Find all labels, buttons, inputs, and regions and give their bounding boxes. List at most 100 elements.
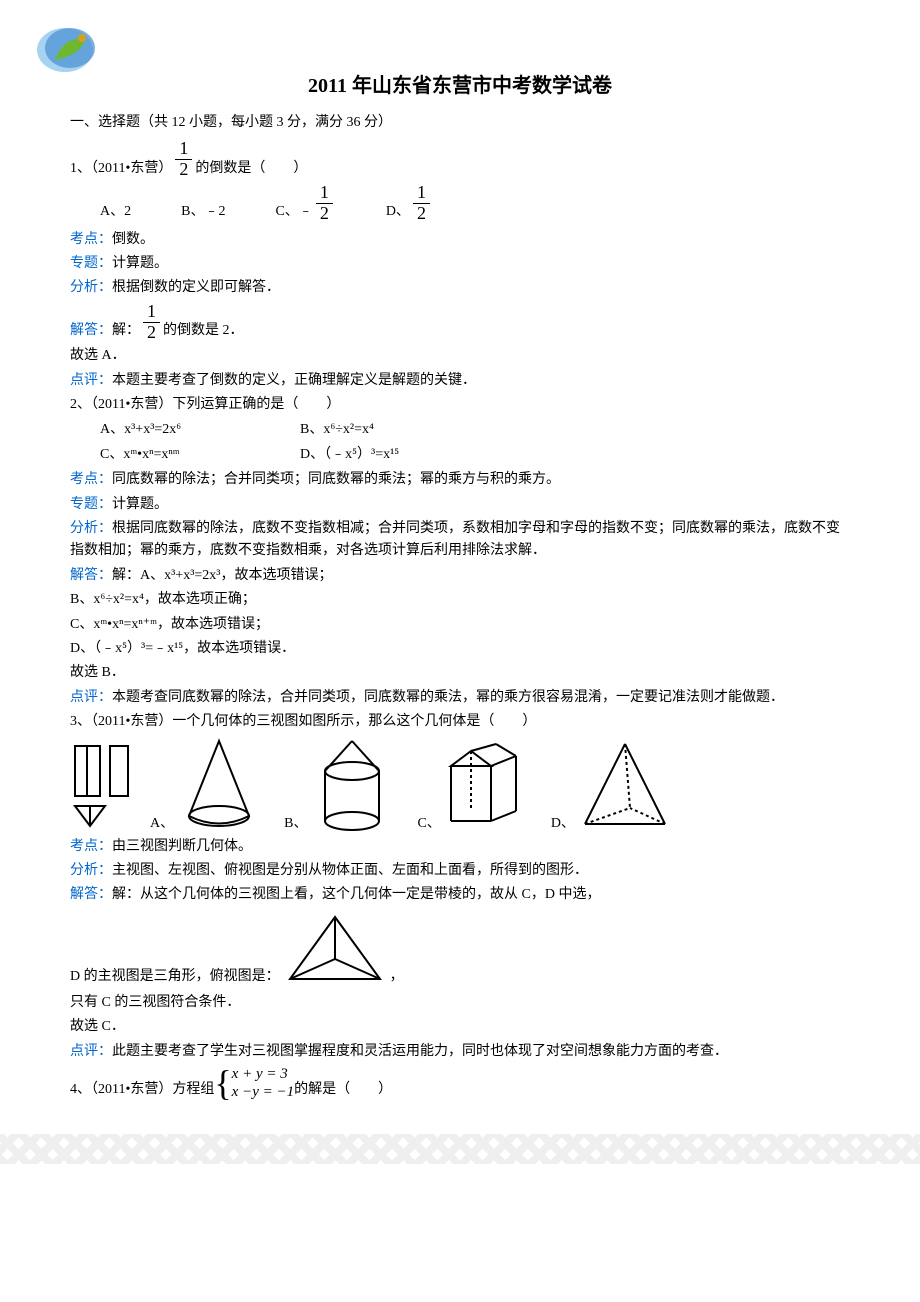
q4-prefix: 4、（2011•东营）方程组	[70, 1079, 214, 1101]
q3-kaodian: 考点：由三视图判断几何体。	[70, 836, 850, 858]
q3-options-row: A、 B、 C、	[70, 736, 850, 836]
option-b: B、x⁶÷x²=x⁴	[300, 419, 500, 441]
fraction-numerator: 1	[175, 139, 192, 160]
option-a-block: A、	[150, 736, 264, 836]
fenxi-text: 主视图、左视图、俯视图是分别从物体正面、左面和上面看，所得到的图形．	[112, 863, 588, 878]
equation-system: { x + y = 3 x −y = −1	[214, 1065, 294, 1101]
kaodian-label: 考点：	[70, 232, 112, 247]
q2-dianping: 点评：本题考查同底数幂的除法，合并同类项，同底数幂的乘法，幂的乘方很容易混淆，一…	[70, 687, 850, 709]
q1-fenxi: 分析：根据倒数的定义即可解答．	[70, 277, 850, 299]
fraction: 1 2	[143, 302, 160, 343]
dianping-label: 点评：	[70, 690, 112, 705]
jieda-after: 的倒数是 2．	[163, 320, 244, 342]
option-d-label: D、	[551, 813, 575, 835]
q1-options: A、2 B、﹣2 C、﹣ 1 2 D、 1 2	[100, 183, 850, 224]
zhuanti-label: 专题：	[70, 497, 112, 512]
kaodian-text: 倒数。	[112, 232, 154, 247]
fraction-numerator: 1	[316, 183, 333, 204]
q2-zhuanti: 专题：计算题。	[70, 494, 850, 516]
option-d: D、（﹣x⁵）³=x¹⁵	[300, 444, 500, 466]
q1-zhuanti: 专题：计算题。	[70, 253, 850, 275]
zhuanti-label: 专题：	[70, 256, 112, 271]
fraction-denominator: 2	[175, 160, 192, 180]
option-b: B、﹣2	[181, 201, 225, 223]
jieda-label: 解答：	[70, 320, 112, 342]
fenxi-text: 根据倒数的定义即可解答．	[112, 280, 280, 295]
document-title: 2011 年山东省东营市中考数学试卷	[70, 70, 850, 102]
q1-prefix: 1、（2011•东营）	[70, 158, 172, 180]
option-c: C、﹣ 1 2	[275, 183, 335, 224]
option-c: C、xᵐ•xⁿ=xⁿᵐ	[100, 444, 300, 466]
fraction-denominator: 2	[143, 323, 160, 343]
fraction: 1 2	[413, 183, 430, 224]
q1-jieda: 解答： 解： 1 2 的倒数是 2．	[70, 302, 850, 343]
fraction: 1 2	[316, 183, 333, 224]
dianping-text: 此题主要考查了学生对三视图掌握程度和灵活运用能力，同时也体现了对空间想象能力方面…	[112, 1044, 728, 1059]
jieda-label: 解答：	[70, 568, 112, 583]
q1-after: 的倒数是（ ）	[195, 158, 307, 180]
q2-lineC: C、xᵐ•xⁿ=xⁿ⁺ᵐ，故本选项错误；	[70, 614, 850, 636]
footer-pattern	[0, 1134, 920, 1164]
cone-icon	[174, 736, 264, 836]
option-a: A、2	[100, 201, 131, 223]
q3-stem: 3、（2011•东营）一个几何体的三视图如图所示，那么这个几何体是（ ）	[70, 711, 850, 733]
option-c-block: C、	[417, 736, 530, 836]
q1-kaodian: 考点：倒数。	[70, 229, 850, 251]
fenxi-label: 分析：	[70, 521, 112, 536]
q3-lineC: 只有 C 的三视图符合条件．	[70, 992, 850, 1014]
section-header: 一、选择题（共 12 小题，每小题 3 分，满分 36 分）	[70, 112, 850, 134]
q3-lineD: D 的主视图是三角形，俯视图是： ，	[70, 909, 850, 989]
dianping-text: 本题考查同底数幂的除法，合并同类项，同底数幂的乘法，幂的乘方很容易混淆，一定要记…	[112, 690, 784, 705]
q2-lineB: B、x⁶÷x²=x⁴，故本选项正确；	[70, 589, 850, 611]
fenxi-text: 根据同底数幂的除法，底数不变指数相减；合并同类项，系数相加字母和字母的指数不变；…	[70, 521, 840, 558]
q3-lineD-after: ，	[390, 966, 404, 988]
system-equations: x + y = 3 x −y = −1	[232, 1065, 294, 1101]
q2-jieda: 解答：解：A、x³+x³=2x³，故本选项错误；	[70, 565, 850, 587]
fraction-denominator: 2	[413, 204, 430, 224]
q2-options: A、x³+x³=2x⁶ B、x⁶÷x²=x⁴ C、xᵐ•xⁿ=xⁿᵐ D、（﹣x…	[100, 419, 850, 467]
jieda-text: 解：A、x³+x³=2x³，故本选项错误；	[112, 568, 333, 583]
fraction-numerator: 1	[143, 302, 160, 323]
zhuanti-text: 计算题。	[112, 497, 168, 512]
option-b-label: B、	[284, 813, 307, 835]
option-b-block: B、	[284, 736, 397, 836]
q1-dianping: 点评：本题主要考查了倒数的定义，正确理解定义是解题的关键．	[70, 370, 850, 392]
jieda-prefix: 解：	[112, 320, 140, 342]
equation-2: x −y = −1	[232, 1083, 294, 1101]
q2-fenxi: 分析：根据同底数幂的除法，底数不变指数相减；合并同类项，系数相加字母和字母的指数…	[70, 518, 850, 563]
option-d-block: D、	[551, 736, 675, 836]
option-d: D、 1 2	[386, 183, 433, 224]
option-a: A、x³+x³=2x⁶	[100, 419, 300, 441]
q3-dianping: 点评：此题主要考查了学生对三视图掌握程度和灵活运用能力，同时也体现了对空间想象能…	[70, 1041, 850, 1063]
q4-stem: 4、（2011•东营）方程组 { x + y = 3 x −y = −1 的解是…	[70, 1065, 850, 1101]
option-c-label: C、	[417, 813, 440, 835]
equation-1: x + y = 3	[232, 1065, 294, 1083]
triangle-top-view-icon	[280, 909, 390, 989]
kaodian-text: 同底数幂的除法；合并同类项；同底数幂的乘法；幂的乘方与积的乘方。	[112, 472, 560, 487]
fraction-numerator: 1	[413, 183, 430, 204]
dianping-label: 点评：	[70, 373, 112, 388]
q2-stem: 2、（2011•东营）下列运算正确的是（ ）	[70, 394, 850, 416]
three-views-icon	[70, 741, 140, 831]
option-a-label: A、	[150, 813, 174, 835]
q2-lineD: D、（﹣x⁵）³=﹣x¹⁵，故本选项错误．	[70, 638, 850, 660]
q3-conclusion: 故选 C．	[70, 1016, 850, 1038]
fraction: 1 2	[175, 139, 192, 180]
zhuanti-text: 计算题。	[112, 256, 168, 271]
kaodian-label: 考点：	[70, 472, 112, 487]
q4-after: 的解是（ ）	[294, 1079, 392, 1101]
q1-conclusion: 故选 A．	[70, 345, 850, 367]
fenxi-label: 分析：	[70, 280, 112, 295]
kaodian-text: 由三视图判断几何体。	[112, 839, 252, 854]
pyramid-icon	[575, 736, 675, 836]
option-c-prefix: C、﹣	[275, 201, 312, 223]
q3-jieda: 解答：解：从这个几何体的三视图上看，这个几何体一定是带棱的，故从 C，D 中选，	[70, 884, 850, 906]
prism-icon	[441, 736, 531, 836]
dianping-label: 点评：	[70, 1044, 112, 1059]
fraction-denominator: 2	[316, 204, 333, 224]
dianping-text: 本题主要考查了倒数的定义，正确理解定义是解题的关键．	[112, 373, 476, 388]
q3-lineD-pre: D 的主视图是三角形，俯视图是：	[70, 966, 280, 988]
jieda-text: 解：从这个几何体的三视图上看，这个几何体一定是带棱的，故从 C，D 中选，	[112, 887, 600, 902]
cylinder-cone-icon	[307, 736, 397, 836]
q3-fenxi: 分析：主视图、左视图、俯视图是分别从物体正面、左面和上面看，所得到的图形．	[70, 860, 850, 882]
